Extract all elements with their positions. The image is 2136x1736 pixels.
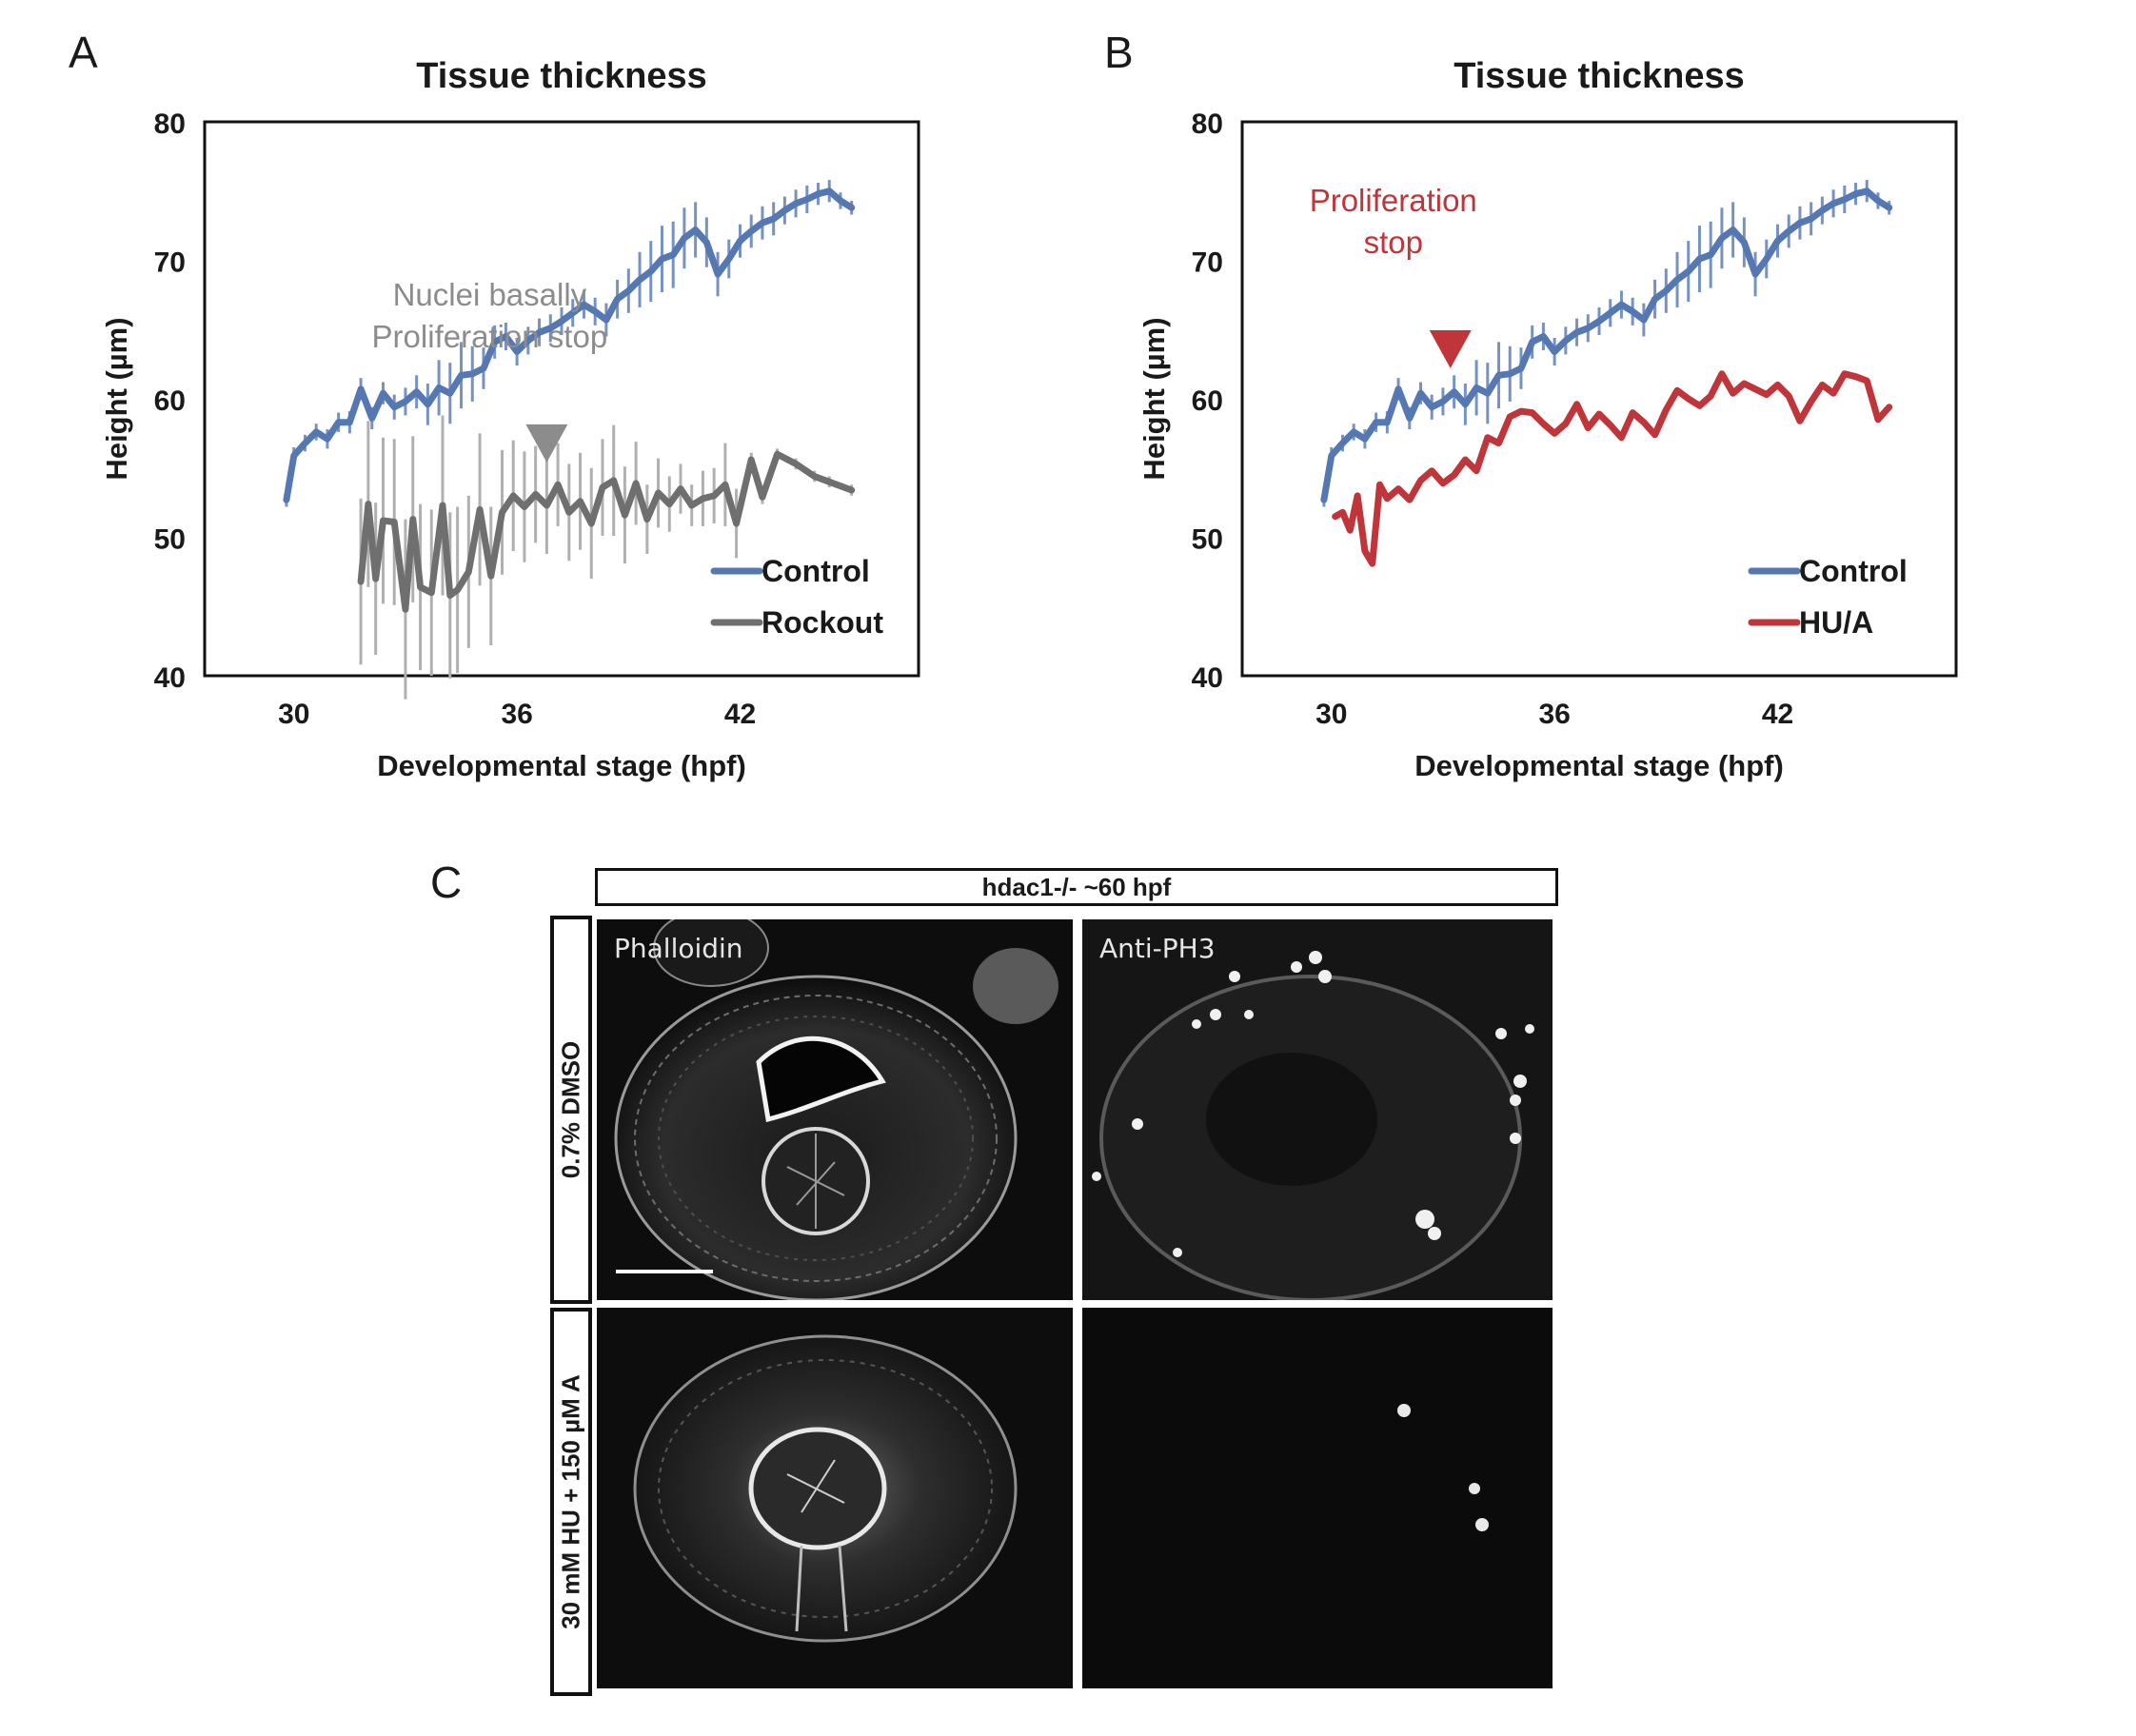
chart-b-series-control-line xyxy=(1320,187,1893,503)
label-phalloidin-top: Phalloidin xyxy=(614,933,743,964)
panel-letter-a: A xyxy=(69,28,98,77)
chart-b-annotation-text: stop xyxy=(1364,225,1423,260)
chart-a-ytick-label: 80 xyxy=(154,108,186,140)
micrograph-dmso-phalloidin: Phalloidin xyxy=(597,919,1073,1300)
row-label-box-hua: 30 mM HU + 150 µM A xyxy=(550,1308,592,1696)
chart-a-xaxis-label: Developmental stage (hpf) xyxy=(377,749,746,782)
chart-a-yaxis-label: Height (µm) xyxy=(100,317,133,480)
chart-b-legend-label: HU/A xyxy=(1799,605,1873,640)
chart-a-series-control-line xyxy=(283,187,856,503)
chart-b-title: Tissue thickness xyxy=(1454,56,1745,96)
chart-a-series-rockout-line xyxy=(357,450,856,613)
micrograph-dmso-antiph3: Anti-PH3 xyxy=(1082,919,1553,1300)
chart-a-plot-frame xyxy=(203,120,920,678)
chart-a-xtick-label: 30 xyxy=(278,699,309,730)
chart-b-series-hu-a-line xyxy=(1332,370,1893,567)
row-label-dmso: 0.7% DMSO xyxy=(556,1040,585,1179)
chart-a-xtick-label: 36 xyxy=(501,699,532,730)
chart-a-title: Tissue thickness xyxy=(416,56,707,96)
chart-a-annotation-arrow xyxy=(525,424,568,463)
chart-b-ytick-label: 60 xyxy=(1192,385,1223,417)
chart-b-xaxis-label: Developmental stage (hpf) xyxy=(1414,749,1784,782)
figure-c-header: hdac1-/- ~60 hpf xyxy=(595,868,1558,906)
panel-letter-c: C xyxy=(430,858,463,907)
chart-b-xtick-label: 36 xyxy=(1538,699,1570,730)
micrograph-hua-antiph3 xyxy=(1082,1308,1553,1688)
tissue-section-image xyxy=(1092,951,1534,1300)
chart-b-ytick-label: 40 xyxy=(1192,662,1223,694)
tissue-section-image xyxy=(633,1334,1018,1643)
row-label-box-dmso: 0.7% DMSO xyxy=(550,916,592,1304)
scale-bar xyxy=(616,1270,713,1273)
chart-b-annotation-text: Proliferation xyxy=(1310,183,1477,218)
chart-a-xtick-label: 42 xyxy=(724,699,756,730)
label-antiph3-top: Anti-PH3 xyxy=(1099,933,1216,964)
chart-a-ytick-label: 70 xyxy=(154,247,186,279)
chart-a-legend-label: Control xyxy=(761,554,870,588)
chart-b-yaxis-label: Height (µm) xyxy=(1137,317,1171,480)
panel-letter-b: B xyxy=(1104,28,1134,77)
tissue-section-image xyxy=(614,919,1058,1300)
chart-a-legend-label: Rockout xyxy=(761,605,883,640)
chart-a-ytick-label: 60 xyxy=(154,385,186,417)
chart-b-tissue-thickness: Tissue thickness 40 50 60 70 80 30 36 42 Developm… xyxy=(1137,56,1958,782)
chart-a-ytick-label: 40 xyxy=(154,662,186,694)
chart-a-annotation-text: Proliferation stop xyxy=(372,319,608,354)
chart-b-ytick-label: 80 xyxy=(1192,108,1223,140)
chart-b-ytick-label: 50 xyxy=(1192,524,1223,556)
row-label-hua: 30 mM HU + 150 µM A xyxy=(556,1374,585,1629)
chart-b-xtick-label: 30 xyxy=(1315,699,1347,730)
chart-b-plot-frame xyxy=(1240,120,1958,678)
chart-a-annotation-text: Nuclei basally xyxy=(393,277,587,312)
tissue-section-image xyxy=(1397,1404,1489,1531)
micrograph-hua-phalloidin xyxy=(597,1308,1073,1688)
chart-b-xtick-label: 42 xyxy=(1762,699,1793,730)
chart-a-tissue-thickness: Tissue thickness 40 50 60 70 80 30 36 42 Developm… xyxy=(100,56,920,782)
chart-b-legend-label: Control xyxy=(1799,554,1908,588)
chart-a-ytick-label: 50 xyxy=(154,524,186,556)
chart-b-annotation-arrow xyxy=(1429,329,1472,368)
chart-b-ytick-label: 70 xyxy=(1192,247,1223,279)
